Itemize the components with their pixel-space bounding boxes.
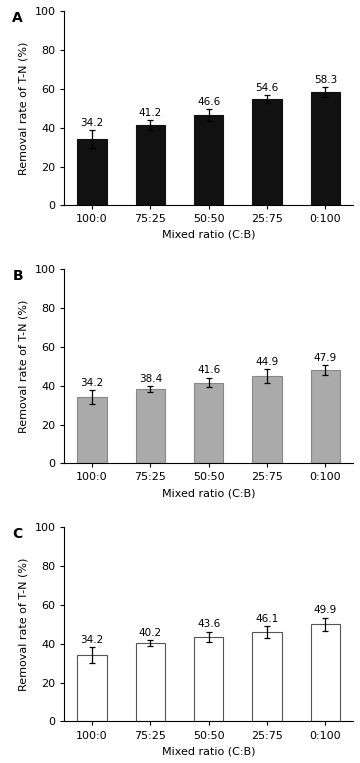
Bar: [311, 624, 340, 722]
Bar: [194, 382, 223, 463]
X-axis label: Mixed ratio (C:B): Mixed ratio (C:B): [162, 488, 256, 498]
Bar: [136, 125, 165, 205]
Text: A: A: [12, 11, 23, 25]
Bar: [311, 92, 340, 205]
Text: 44.9: 44.9: [255, 357, 279, 367]
Text: 38.4: 38.4: [139, 374, 162, 384]
Y-axis label: Removal rate of T-N (%): Removal rate of T-N (%): [19, 558, 29, 691]
Bar: [77, 397, 107, 463]
Bar: [77, 655, 107, 722]
Bar: [252, 376, 282, 463]
Text: 47.9: 47.9: [314, 353, 337, 363]
Text: 54.6: 54.6: [255, 83, 279, 93]
Text: 34.2: 34.2: [80, 378, 104, 388]
X-axis label: Mixed ratio (C:B): Mixed ratio (C:B): [162, 746, 256, 756]
Text: 49.9: 49.9: [314, 605, 337, 615]
Text: 40.2: 40.2: [139, 628, 162, 638]
Bar: [311, 370, 340, 463]
Y-axis label: Removal rate of T-N (%): Removal rate of T-N (%): [19, 300, 29, 433]
Text: 34.2: 34.2: [80, 118, 104, 128]
Bar: [136, 389, 165, 463]
Y-axis label: Removal rate of T-N (%): Removal rate of T-N (%): [19, 41, 29, 175]
Bar: [252, 632, 282, 722]
Text: 58.3: 58.3: [314, 75, 337, 85]
Text: B: B: [12, 269, 23, 283]
Text: 41.6: 41.6: [197, 365, 220, 375]
Text: 34.2: 34.2: [80, 635, 104, 645]
Bar: [77, 139, 107, 205]
Text: C: C: [12, 527, 23, 541]
Bar: [252, 99, 282, 205]
Text: 41.2: 41.2: [139, 108, 162, 118]
Bar: [194, 114, 223, 205]
X-axis label: Mixed ratio (C:B): Mixed ratio (C:B): [162, 230, 256, 240]
Bar: [194, 636, 223, 722]
Text: 46.6: 46.6: [197, 97, 220, 107]
Text: 43.6: 43.6: [197, 620, 220, 629]
Bar: [136, 643, 165, 722]
Text: 46.1: 46.1: [255, 613, 279, 623]
